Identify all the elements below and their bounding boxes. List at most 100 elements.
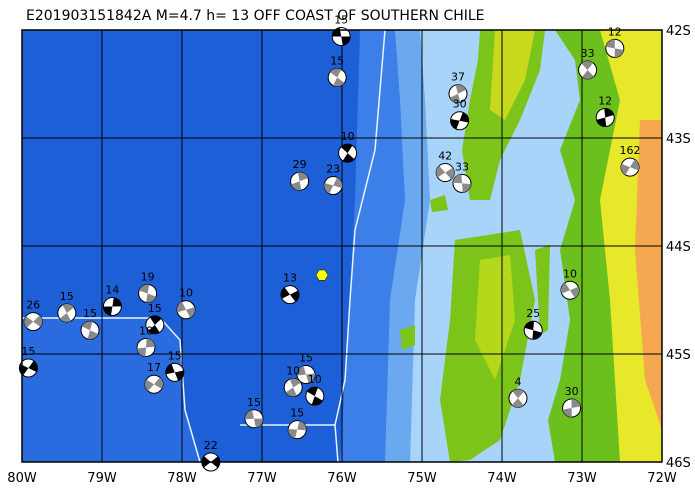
depth-label: 15	[290, 407, 304, 420]
beachball-quadrant	[581, 60, 594, 70]
beachball	[165, 362, 185, 382]
beachball-quadrant	[281, 287, 290, 299]
beachball	[305, 386, 325, 406]
beachball-quadrant	[174, 370, 184, 381]
depth-label: 29	[293, 158, 307, 171]
beachball-quadrant	[33, 315, 43, 327]
beachball-quadrant	[524, 321, 535, 331]
beachball-quadrant	[62, 303, 74, 313]
beachball-quadrant	[561, 282, 570, 294]
frame	[21, 29, 663, 463]
beachball	[23, 312, 43, 332]
depth-label: 30	[453, 98, 467, 111]
beachball	[338, 143, 358, 163]
y-tick-label: 43S	[666, 132, 691, 147]
y-tick-label: 44S	[666, 240, 691, 255]
beachball-quadrant	[462, 183, 471, 193]
depth-label: 12	[608, 25, 622, 38]
beachball-quadrant	[341, 36, 351, 46]
beachball-quadrant	[28, 360, 38, 373]
beachball	[296, 365, 316, 385]
beachball-quadrant	[311, 396, 323, 406]
beachball	[176, 300, 196, 320]
beachball-quadrant	[146, 338, 155, 348]
beachball-quadrant	[445, 167, 455, 180]
beachball-quadrant	[297, 172, 309, 182]
map-title: E201903151842A M=4.7 h= 13 OFF COAST OF …	[26, 8, 485, 24]
beachball	[290, 171, 310, 191]
beachball	[595, 107, 615, 127]
beachball	[244, 409, 264, 429]
depth-label: 15	[83, 307, 97, 320]
depth-label: 33	[581, 47, 595, 60]
beachball-quadrant	[103, 306, 113, 316]
x-tick-label: 80W	[7, 471, 37, 486]
beachball-quadrant	[621, 163, 630, 175]
beachball	[331, 26, 351, 46]
beachball	[287, 420, 307, 440]
beachball-quadrant	[87, 330, 99, 340]
beachball-quadrant	[596, 117, 607, 127]
beachball-quadrant	[532, 330, 542, 340]
beachball-quadrant	[186, 307, 195, 318]
beachball-quadrant	[324, 183, 334, 194]
depth-label: 14	[105, 283, 119, 296]
x-tick-label: 72W	[647, 471, 677, 486]
depth-label: 33	[455, 160, 469, 173]
beachball-quadrant	[570, 286, 579, 298]
beachball-quadrant	[604, 108, 614, 118]
depth-label: 10	[563, 267, 577, 280]
beachball	[57, 303, 77, 323]
x-tick-label: 76W	[327, 471, 357, 486]
depth-label: 42	[438, 150, 452, 163]
beachball-quadrant	[307, 387, 318, 397]
beachball-quadrant	[288, 428, 298, 439]
beachball	[560, 280, 580, 300]
beachball-quadrant	[436, 165, 446, 178]
beachball-quadrant	[332, 27, 342, 37]
beachball-quadrant	[24, 316, 34, 328]
beachball	[523, 320, 543, 340]
beachball	[605, 38, 625, 58]
depth-label: 10	[179, 287, 193, 300]
beachball-quadrant	[630, 159, 639, 171]
beachball-quadrant	[290, 290, 300, 302]
y-tick-label: 46S	[666, 456, 691, 471]
y-tick-label: 45S	[666, 348, 691, 363]
beachball	[508, 388, 528, 408]
depth-label: 15	[334, 13, 348, 26]
beachball-quadrant	[291, 181, 302, 191]
beachball	[138, 284, 158, 304]
depth-label: 19	[141, 271, 155, 284]
beachball-quadrant	[306, 373, 315, 384]
beachball-quadrant	[112, 297, 122, 307]
y-tick-label: 42S	[666, 24, 691, 39]
beachball-quadrant	[254, 418, 263, 428]
depth-label: 37	[451, 71, 465, 84]
depth-label: 12	[598, 94, 612, 107]
x-tick-label: 75W	[407, 471, 437, 486]
beachball-quadrant	[139, 284, 150, 294]
beachball-quadrant	[512, 389, 525, 399]
beachball-quadrant	[340, 144, 353, 154]
x-tick-label: 77W	[247, 471, 277, 486]
beachball	[283, 377, 303, 397]
x-tick-label: 73W	[567, 471, 597, 486]
beachball	[327, 68, 347, 88]
depth-label: 15	[168, 349, 182, 362]
depth-label: 18	[139, 325, 153, 338]
beachball-quadrant	[137, 347, 146, 357]
beachball-quadrant	[342, 153, 355, 163]
beachball-quadrant	[165, 364, 175, 375]
beachball	[452, 173, 472, 193]
beachball-quadrant	[289, 378, 301, 388]
beachball-quadrant	[145, 379, 154, 392]
beachball-quadrant	[605, 39, 615, 49]
beachball-quadrant	[459, 112, 469, 123]
beachball-quadrant	[455, 84, 467, 94]
beachball-quadrant	[571, 398, 581, 408]
epicenter	[315, 269, 329, 281]
depth-label: 23	[326, 163, 340, 176]
beachball-quadrant	[333, 177, 343, 189]
